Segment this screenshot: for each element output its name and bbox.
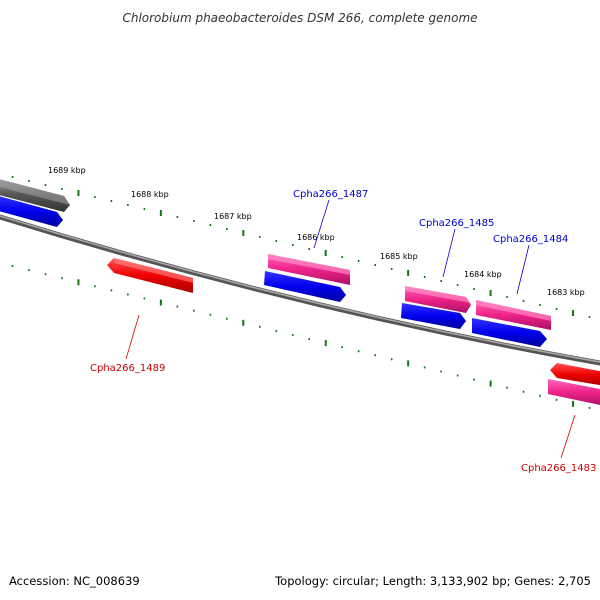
accession-label: Accession: NC_008639 [9,574,140,588]
scale-label-1683: 1683 kbp [547,288,585,297]
gene-label-cpha266-1489[interactable]: Cpha266_1489 [90,363,165,374]
label-leaders [125,199,576,459]
gene-label-cpha266-1483[interactable]: Cpha266_1483 [521,463,596,474]
scale-label-1687: 1687 kbp [214,212,252,221]
scale-label-1684: 1684 kbp [464,270,502,279]
gene-label-cpha266-1487[interactable]: Cpha266_1487 [293,189,368,200]
scale-label-1685: 1685 kbp [380,252,418,261]
scale-label-1688: 1688 kbp [131,190,169,199]
scale-labels: 1689 kbp 1688 kbp 1687 kbp 1686 kbp 1685… [48,166,585,297]
cds-blue[interactable] [0,195,63,227]
cds-cpha266-1487[interactable] [264,271,346,302]
gene-label-cpha266-1484[interactable]: Cpha266_1484 [493,234,568,245]
scale-label-1686: 1686 kbp [297,233,335,242]
genome-backbone [0,214,600,366]
gene-cpha266-1485[interactable] [405,286,471,313]
map-title: Chlorobium phaeobacteroides DSM 266, com… [122,11,477,25]
gene-pink-reverse[interactable] [548,379,600,406]
gene-cpha266-1489[interactable] [107,258,193,293]
gene-cpha266-1487[interactable] [268,254,350,285]
forward-features [0,178,551,347]
gene-cpha266-1483[interactable] [550,363,600,386]
tick-tracks [11,176,591,409]
cds-cpha266-1484[interactable] [472,318,547,347]
reverse-features [107,258,600,406]
scale-label-1689: 1689 kbp [48,166,86,175]
cds-cpha266-1485[interactable] [401,303,466,329]
gene-labels: Cpha266_1487 Cpha266_1485 Cpha266_1484 C… [90,189,596,474]
gene-label-cpha266-1485[interactable]: Cpha266_1485 [419,218,494,229]
gene-cpha266-1484[interactable] [476,300,551,330]
gene-gray[interactable] [0,178,70,212]
genome-summary: Topology: circular; Length: 3,133,902 bp… [274,574,591,588]
